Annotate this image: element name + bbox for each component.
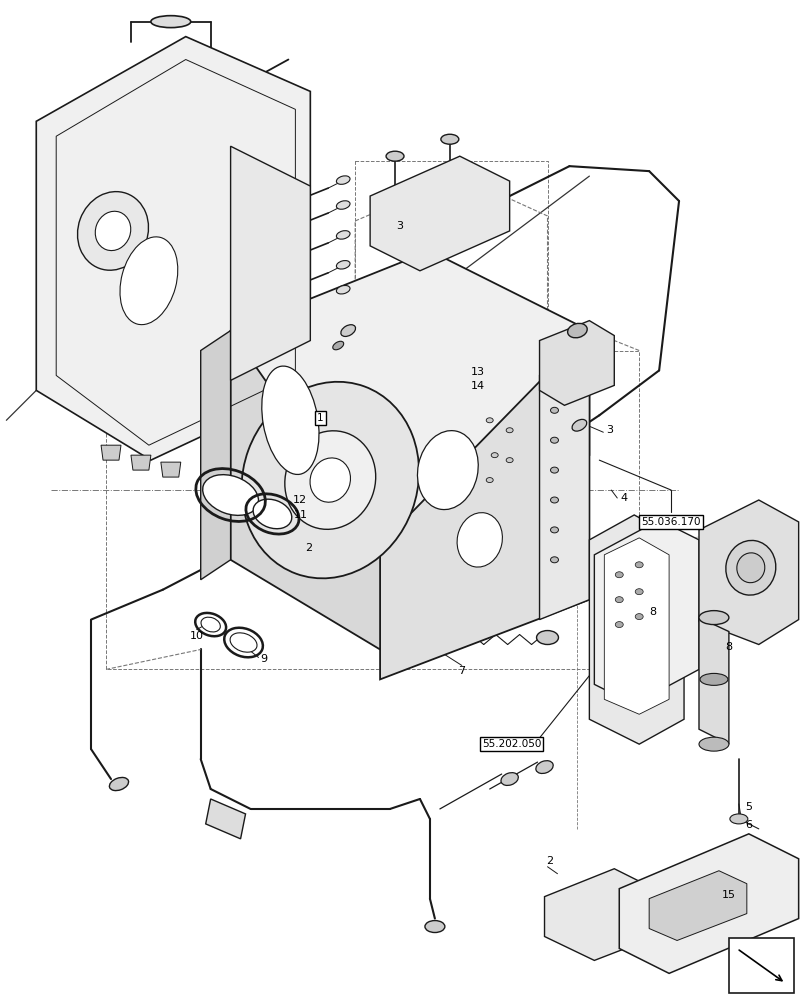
Polygon shape [230, 331, 380, 649]
Ellipse shape [230, 633, 257, 652]
Text: 8: 8 [724, 642, 732, 652]
Ellipse shape [615, 622, 623, 628]
Ellipse shape [201, 617, 220, 632]
Text: 15: 15 [721, 890, 735, 900]
Bar [728, 938, 792, 993]
Ellipse shape [336, 231, 350, 239]
Polygon shape [603, 538, 668, 714]
Polygon shape [698, 618, 728, 744]
Ellipse shape [486, 478, 492, 483]
Ellipse shape [567, 323, 586, 338]
Ellipse shape [120, 237, 178, 325]
Text: 13: 13 [470, 367, 484, 377]
Text: 55.202.050: 55.202.050 [482, 739, 541, 749]
Polygon shape [589, 515, 683, 744]
Ellipse shape [333, 341, 343, 350]
Ellipse shape [388, 234, 427, 248]
Text: 5: 5 [744, 802, 752, 812]
Ellipse shape [698, 611, 728, 625]
Ellipse shape [615, 597, 623, 603]
Ellipse shape [698, 737, 728, 751]
Text: 1: 1 [316, 413, 324, 423]
Polygon shape [370, 156, 509, 271]
Text: 11: 11 [293, 510, 307, 520]
Ellipse shape [505, 458, 513, 463]
Ellipse shape [424, 921, 444, 933]
Text: 3: 3 [605, 425, 612, 435]
Text: 8: 8 [649, 607, 656, 617]
Ellipse shape [203, 475, 258, 515]
Ellipse shape [336, 176, 350, 184]
Ellipse shape [341, 325, 355, 336]
Ellipse shape [151, 16, 191, 28]
Ellipse shape [440, 134, 458, 144]
Text: 10: 10 [190, 631, 204, 641]
Ellipse shape [417, 431, 478, 510]
Ellipse shape [550, 527, 558, 533]
Ellipse shape [336, 261, 350, 269]
Text: 55.036.170: 55.036.170 [641, 517, 700, 527]
Polygon shape [594, 520, 698, 704]
Ellipse shape [336, 285, 350, 294]
Polygon shape [539, 355, 589, 620]
Polygon shape [230, 251, 589, 545]
Ellipse shape [486, 418, 492, 423]
Polygon shape [539, 321, 614, 405]
Polygon shape [101, 445, 121, 460]
Text: 2: 2 [545, 856, 552, 866]
Ellipse shape [505, 428, 513, 433]
Text: 9: 9 [260, 654, 267, 664]
Ellipse shape [550, 557, 558, 563]
Ellipse shape [572, 419, 586, 431]
Text: 3: 3 [396, 221, 403, 231]
Ellipse shape [550, 497, 558, 503]
Ellipse shape [725, 540, 775, 595]
Polygon shape [230, 146, 310, 380]
Ellipse shape [77, 192, 148, 270]
Ellipse shape [457, 513, 502, 567]
Polygon shape [619, 834, 798, 973]
Ellipse shape [736, 553, 764, 583]
Polygon shape [205, 799, 245, 839]
Ellipse shape [95, 211, 131, 251]
Polygon shape [36, 37, 310, 460]
Ellipse shape [310, 458, 350, 502]
Ellipse shape [336, 201, 350, 209]
Ellipse shape [109, 777, 128, 791]
Ellipse shape [535, 761, 552, 773]
Ellipse shape [253, 499, 291, 529]
Polygon shape [200, 331, 230, 580]
Ellipse shape [634, 562, 642, 568]
Ellipse shape [634, 614, 642, 620]
Ellipse shape [615, 572, 623, 578]
Text: 7: 7 [457, 666, 465, 676]
Ellipse shape [385, 151, 404, 161]
Text: 6: 6 [744, 820, 752, 830]
Ellipse shape [699, 673, 727, 685]
Text: 4: 4 [620, 493, 627, 503]
Ellipse shape [550, 407, 558, 413]
Ellipse shape [550, 467, 558, 473]
Ellipse shape [241, 382, 418, 578]
Ellipse shape [550, 437, 558, 443]
Ellipse shape [261, 366, 319, 474]
Polygon shape [544, 869, 663, 960]
Text: 2: 2 [304, 543, 311, 553]
Polygon shape [698, 500, 798, 645]
Polygon shape [131, 455, 151, 470]
Ellipse shape [729, 814, 747, 824]
Polygon shape [161, 462, 181, 477]
Ellipse shape [536, 631, 558, 645]
Ellipse shape [634, 589, 642, 595]
Text: 14: 14 [470, 381, 484, 391]
Text: 12: 12 [293, 495, 307, 505]
Polygon shape [648, 871, 746, 940]
Ellipse shape [500, 773, 517, 785]
Polygon shape [380, 331, 589, 679]
Ellipse shape [491, 453, 498, 458]
Ellipse shape [285, 431, 375, 529]
